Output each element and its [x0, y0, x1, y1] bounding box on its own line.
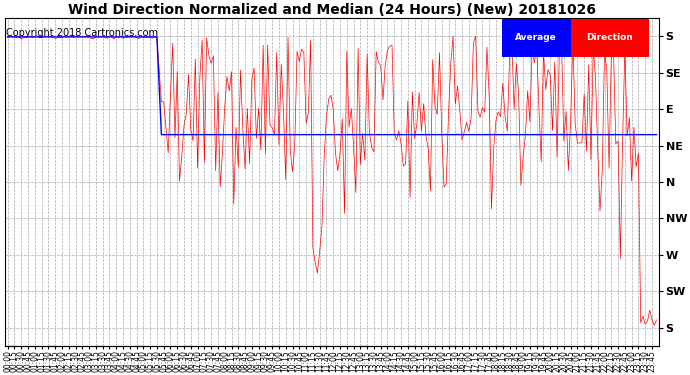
FancyBboxPatch shape — [571, 18, 649, 57]
Title: Wind Direction Normalized and Median (24 Hours) (New) 20181026: Wind Direction Normalized and Median (24… — [68, 3, 596, 17]
Text: Copyright 2018 Cartronics.com: Copyright 2018 Cartronics.com — [6, 28, 158, 38]
Text: Direction: Direction — [586, 33, 633, 42]
FancyBboxPatch shape — [502, 18, 571, 57]
Text: Average: Average — [515, 33, 557, 42]
